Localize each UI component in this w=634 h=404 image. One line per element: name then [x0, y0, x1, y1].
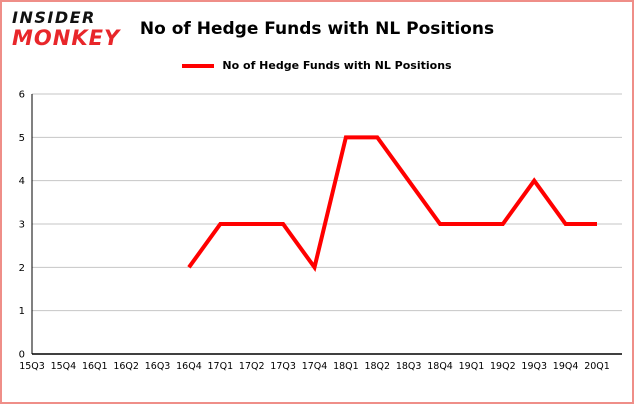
logo-line2: MONKEY [12, 25, 121, 50]
svg-text:17Q1: 17Q1 [208, 361, 234, 372]
svg-text:19Q2: 19Q2 [490, 361, 516, 372]
chart-area: 0 1 2 3 4 5 6 15Q3 15Q4 16Q1 16Q2 16Q3 16Q4 17Q1 17Q2 1… [8, 82, 628, 382]
svg-text:6: 6 [19, 90, 25, 101]
line-chart: 0 1 2 3 4 5 6 15Q3 15Q4 16Q1 16Q2 16Q3 16Q4 17Q1 17Q2 1… [19, 90, 622, 372]
svg-text:19Q3: 19Q3 [521, 361, 547, 372]
svg-text:17Q4: 17Q4 [302, 361, 328, 372]
svg-text:16Q3: 16Q3 [145, 361, 171, 372]
insider-monkey-logo: INSIDER MONKEY [12, 8, 121, 50]
svg-text:19Q4: 19Q4 [553, 361, 579, 372]
svg-text:15Q3: 15Q3 [19, 361, 45, 372]
svg-text:16Q2: 16Q2 [113, 361, 139, 372]
svg-text:5: 5 [19, 133, 25, 144]
legend-line-swatch [182, 63, 215, 68]
svg-text:17Q3: 17Q3 [270, 361, 296, 372]
svg-text:2: 2 [19, 263, 25, 274]
chart-legend: No of Hedge Funds with NL Positions [2, 59, 632, 72]
svg-text:16Q1: 16Q1 [82, 361, 108, 372]
legend-label: No of Hedge Funds with NL Positions [222, 59, 452, 72]
svg-text:20Q1: 20Q1 [584, 361, 610, 372]
svg-text:1: 1 [19, 306, 25, 317]
svg-text:18Q3: 18Q3 [396, 361, 422, 372]
svg-text:18Q1: 18Q1 [333, 361, 359, 372]
logo-line1: INSIDER [12, 8, 96, 27]
chart-title: No of Hedge Funds with NL Positions [139, 19, 495, 39]
svg-text:18Q4: 18Q4 [427, 361, 453, 372]
svg-text:18Q2: 18Q2 [364, 361, 390, 372]
svg-text:16Q4: 16Q4 [176, 361, 202, 372]
svg-text:15Q4: 15Q4 [51, 361, 77, 372]
svg-text:3: 3 [19, 220, 25, 231]
svg-text:17Q2: 17Q2 [239, 361, 265, 372]
svg-text:19Q1: 19Q1 [459, 361, 485, 372]
svg-text:0: 0 [19, 350, 25, 361]
svg-text:4: 4 [19, 176, 25, 187]
